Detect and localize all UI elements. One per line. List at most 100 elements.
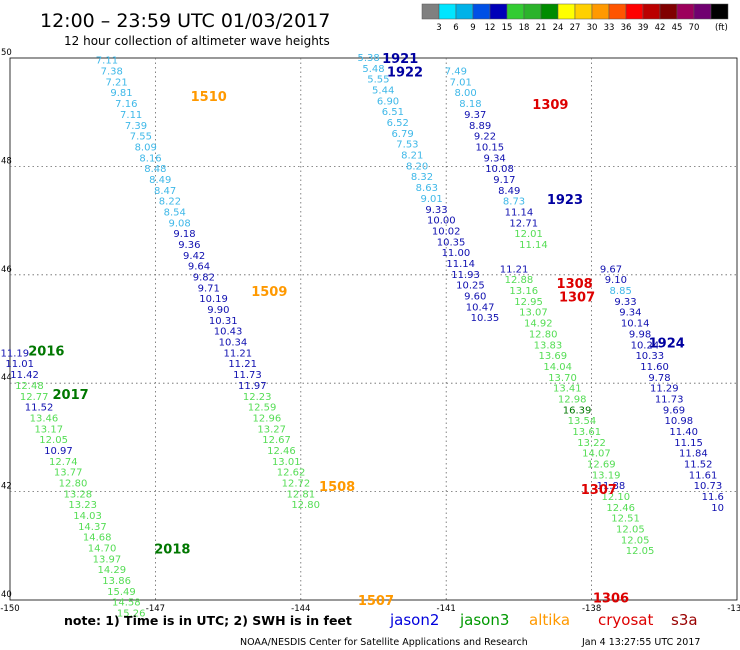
legend-swatch bbox=[591, 3, 610, 20]
footer-timestamp: Jan 4 13:27:55 UTC 2017 bbox=[581, 637, 700, 648]
wave-height-value: 13.28 bbox=[64, 489, 93, 500]
wave-height-value: 8.22 bbox=[159, 197, 181, 208]
wave-height-value: 8.49 bbox=[149, 175, 171, 186]
wave-height-value: 6.51 bbox=[382, 107, 404, 118]
wave-height-value: 9.37 bbox=[464, 110, 486, 121]
mission-legend: jason2 jason3 altika cryosat s3a bbox=[389, 611, 698, 629]
footer-credit: NOAA/NESDIS Center for Satellite Applica… bbox=[240, 637, 528, 648]
wave-height-value: 10.31 bbox=[209, 316, 238, 327]
wave-height-value: 9.69 bbox=[663, 405, 685, 416]
wave-height-value: 8.63 bbox=[416, 183, 438, 194]
wave-height-value: 11.21 bbox=[223, 348, 252, 359]
wave-height-value: 10.98 bbox=[665, 416, 694, 427]
legend-swatch bbox=[642, 3, 661, 20]
mission-label: jason2 bbox=[389, 611, 439, 629]
track-label: 1921 bbox=[382, 52, 418, 67]
legend-swatch bbox=[421, 3, 440, 20]
legend-label: 12 bbox=[485, 23, 496, 33]
wave-height-value: 13.01 bbox=[272, 457, 301, 468]
wave-height-value: 11.52 bbox=[684, 460, 713, 471]
plot-area bbox=[9, 57, 738, 601]
chart-subtitle: 12 hour collection of altimeter wave hei… bbox=[64, 34, 330, 48]
legend-label: 27 bbox=[570, 23, 581, 33]
wave-height-value: 7.11 bbox=[96, 56, 118, 67]
wave-height-value: 9.34 bbox=[619, 308, 641, 319]
wave-height-value: 11.14 bbox=[446, 259, 475, 270]
track-label: 1306 bbox=[593, 591, 629, 606]
track-label: 1309 bbox=[532, 98, 568, 113]
wave-height-value: 14.03 bbox=[73, 511, 102, 522]
wave-height-value: 12.67 bbox=[262, 435, 291, 446]
wave-height-value: 8.73 bbox=[503, 197, 525, 208]
track-label: 1510 bbox=[191, 90, 227, 105]
legend-swatch bbox=[540, 3, 559, 20]
wave-height-value: 8.32 bbox=[411, 172, 433, 183]
legend-label: (ft) bbox=[715, 23, 728, 33]
wave-height-value: 11.14 bbox=[505, 207, 534, 218]
wave-height-value: 12.95 bbox=[514, 297, 543, 308]
color-legend: 3 6 9 12 15 18 21 24 27 30 33 36 39 42 45 70 (ft) bbox=[421, 3, 729, 33]
wave-height-value: 7.38 bbox=[101, 67, 123, 78]
track-label: 1923 bbox=[547, 193, 583, 208]
wave-height-value: 12.23 bbox=[243, 392, 272, 403]
x-tick-label: -138 bbox=[582, 604, 601, 614]
axis-ticks: -150 -147 -144 -141 -138 -135 40 42 44 46 48 50 bbox=[0, 48, 740, 614]
legend-swatch bbox=[489, 3, 508, 20]
wave-height-value: 11.15 bbox=[674, 438, 703, 449]
wave-height-value: 9.22 bbox=[474, 132, 496, 143]
wave-height-value: 11.6 bbox=[702, 492, 724, 503]
track-label: 1509 bbox=[251, 285, 287, 300]
wave-height-value: 12.59 bbox=[248, 403, 277, 414]
wave-height-value: 10.14 bbox=[621, 319, 650, 330]
wave-height-value: 11.84 bbox=[679, 449, 708, 460]
track-label: 2018 bbox=[154, 543, 190, 558]
wave-height-value: 9.78 bbox=[648, 373, 670, 384]
wave-height-value: 13.69 bbox=[539, 351, 568, 362]
wave-height-value: 5.48 bbox=[362, 64, 384, 75]
wave-height-value: 10 bbox=[711, 503, 724, 514]
wave-height-value: 11.40 bbox=[669, 427, 698, 438]
wave-height-value: 12.77 bbox=[20, 392, 49, 403]
wave-height-value: 13.22 bbox=[577, 438, 606, 449]
track-label: 1507 bbox=[358, 594, 394, 609]
wave-height-value: 9.34 bbox=[484, 153, 506, 164]
wave-height-value: 10.08 bbox=[485, 164, 514, 175]
wave-height-value: 12.69 bbox=[587, 460, 616, 471]
legend-label: 21 bbox=[536, 23, 547, 33]
wave-height-value: 7.16 bbox=[115, 99, 137, 110]
wave-height-value: 6.79 bbox=[391, 129, 413, 140]
wave-height-value: 10.47 bbox=[466, 302, 495, 313]
legend-swatch bbox=[625, 3, 644, 20]
track-label: 1508 bbox=[319, 480, 355, 495]
wave-height-value: 10.19 bbox=[199, 294, 228, 305]
wave-height-value: 11.29 bbox=[650, 384, 679, 395]
wave-height-value: 9.60 bbox=[464, 291, 486, 302]
wave-height-value: 14.92 bbox=[524, 319, 553, 330]
wave-height-value: 6.90 bbox=[377, 96, 399, 107]
wave-height-value: 12.80 bbox=[291, 500, 320, 511]
x-tick-label: -150 bbox=[0, 604, 19, 614]
legend-swatch bbox=[710, 3, 729, 20]
wave-height-value: 13.83 bbox=[534, 340, 563, 351]
wave-height-value: 10.33 bbox=[635, 351, 664, 362]
wave-height-value: 16.39 bbox=[563, 405, 592, 416]
wave-height-value: 13.19 bbox=[592, 470, 621, 481]
footer-note: note: 1) Time is in UTC; 2) SWH is in fe… bbox=[64, 613, 352, 628]
wave-height-value: 10.25 bbox=[456, 281, 485, 292]
wave-height-value: 11.73 bbox=[655, 394, 684, 405]
wave-height-value: 14.29 bbox=[97, 565, 126, 576]
x-tick-label: -141 bbox=[437, 604, 456, 614]
track-label: 1307 bbox=[559, 290, 595, 305]
legend-label: 45 bbox=[672, 23, 683, 33]
wave-height-value: 12.80 bbox=[59, 478, 88, 489]
y-tick-label: 44 bbox=[1, 373, 12, 383]
legend-label: 70 bbox=[689, 23, 700, 33]
track-label: 1924 bbox=[649, 337, 685, 352]
wave-height-value: 11.88 bbox=[597, 481, 626, 492]
legend-label: 42 bbox=[655, 23, 666, 33]
wave-height-value: 12.98 bbox=[558, 394, 587, 405]
wave-height-value: 13.41 bbox=[553, 384, 582, 395]
wave-height-value: 10.35 bbox=[471, 313, 500, 324]
legend-label: 3 bbox=[436, 23, 441, 33]
wave-height-value: 9.64 bbox=[188, 262, 210, 273]
